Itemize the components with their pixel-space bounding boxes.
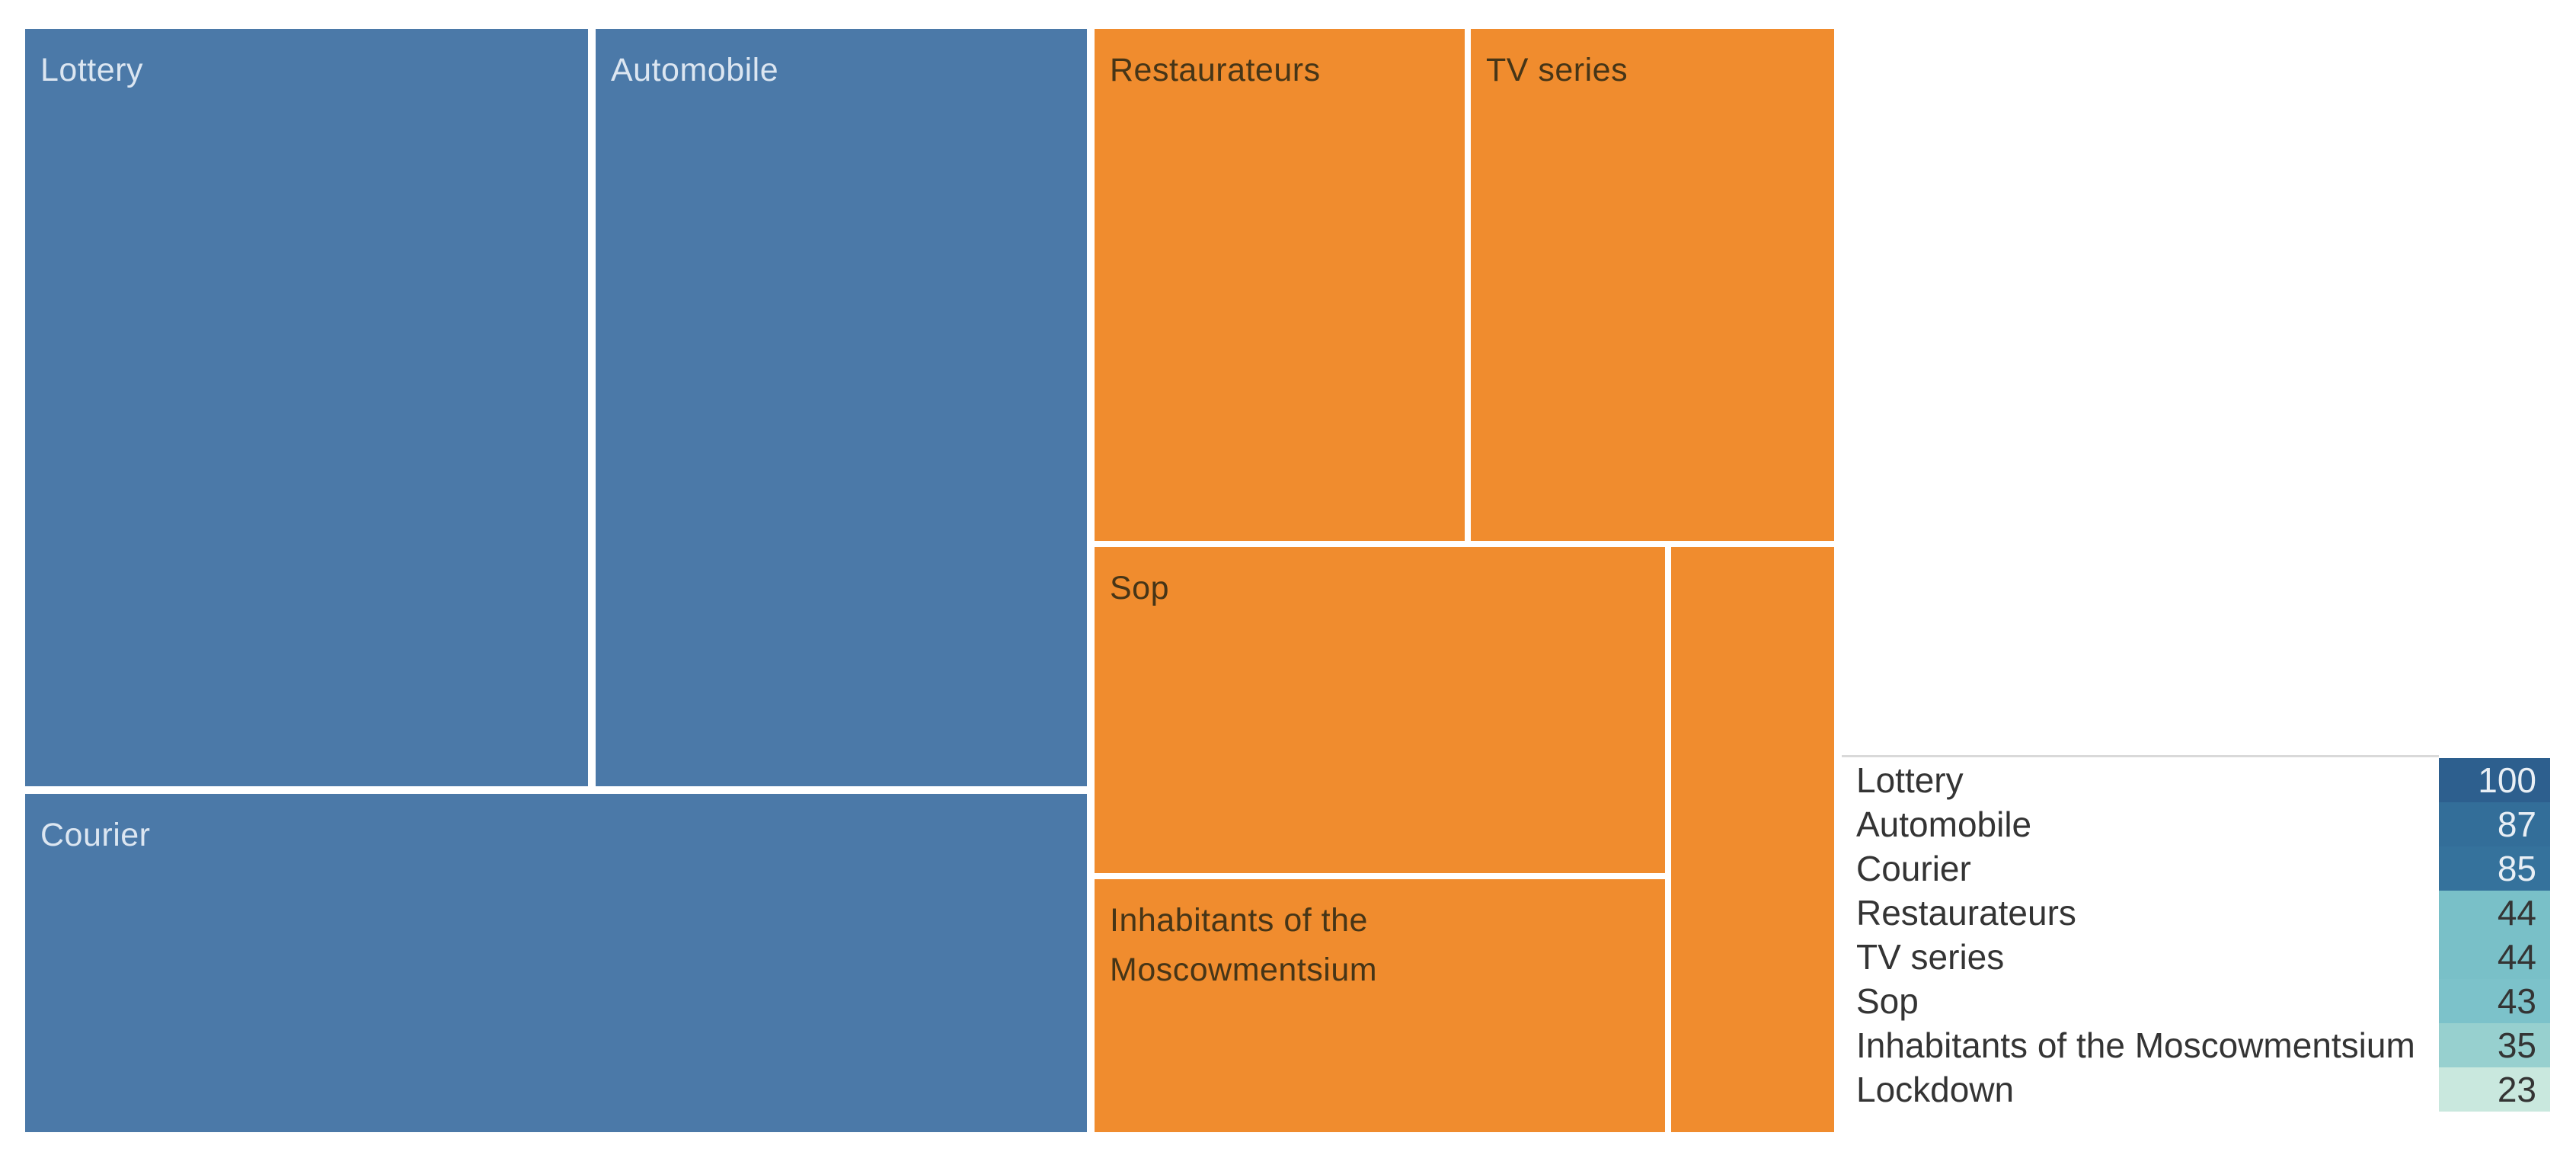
tile-label: Automobile	[611, 52, 779, 88]
legend-color-cell: 44	[2439, 935, 2550, 979]
legend-color-cell: 87	[2439, 802, 2550, 846]
legend-value: 43	[2497, 981, 2536, 1021]
legend-label: Lottery	[1856, 760, 1964, 800]
legend-label: Sop	[1856, 981, 1919, 1021]
legend-row[interactable]: Courier 85	[1842, 846, 2550, 891]
legend-color-cell: 23	[2439, 1067, 2550, 1112]
tile-label: Inhabitants of the Moscowmentsium	[1110, 902, 1378, 988]
treemap-tile-unlabeled[interactable]	[1671, 547, 1834, 1132]
legend-color-cell: 85	[2439, 846, 2550, 891]
legend-label: Inhabitants of the Moscowmentsium	[1856, 1025, 2415, 1065]
tile-label: Courier	[40, 817, 151, 853]
legend-row[interactable]: Lockdown 23	[1842, 1067, 2550, 1112]
treemap-tile-inhabitants[interactable]: Inhabitants of the Moscowmentsium	[1095, 879, 1665, 1132]
legend-row[interactable]: Sop 43	[1842, 979, 2550, 1023]
legend-value: 87	[2497, 805, 2536, 844]
legend-value: 100	[2478, 760, 2536, 800]
legend-label: Restaurateurs	[1856, 893, 2076, 933]
treemap-tile-restaurateurs[interactable]: Restaurateurs	[1095, 29, 1465, 541]
legend-row[interactable]: Inhabitants of the Moscowmentsium 35	[1842, 1023, 2550, 1067]
tile-label: TV series	[1486, 52, 1628, 88]
tile-label: Restaurateurs	[1110, 52, 1321, 88]
legend-label: TV series	[1856, 937, 2005, 977]
legend-value: 35	[2497, 1025, 2536, 1065]
legend-value: 44	[2497, 937, 2536, 977]
tile-label: Lottery	[40, 52, 143, 88]
legend-label: Lockdown	[1856, 1070, 2015, 1109]
tile-label: Sop	[1110, 570, 1170, 606]
treemap-tile-sop[interactable]: Sop	[1095, 547, 1665, 873]
legend-color-cell: 44	[2439, 891, 2550, 935]
legend-label: Courier	[1856, 849, 1971, 888]
legend-row[interactable]: Lottery 100	[1842, 758, 2550, 802]
legend-color-cell: 35	[2439, 1023, 2550, 1067]
legend-color-cell: 43	[2439, 979, 2550, 1023]
legend-value: 23	[2497, 1070, 2536, 1109]
legend-row[interactable]: TV series 44	[1842, 935, 2550, 979]
legend-value: 44	[2497, 893, 2536, 933]
legend-label: Automobile	[1856, 805, 2032, 844]
treemap-tile-courier[interactable]: Courier	[25, 794, 1087, 1132]
treemap-tile-automobile[interactable]: Automobile	[596, 29, 1087, 786]
legend-row[interactable]: Restaurateurs 44	[1842, 891, 2550, 935]
legend-color-cell: 100	[2439, 758, 2550, 802]
legend-top-border	[1842, 755, 2439, 757]
treemap-tile-tv[interactable]: TV series	[1471, 29, 1834, 541]
legend-value: 85	[2497, 849, 2536, 888]
treemap-tile-lottery[interactable]: Lottery	[25, 29, 588, 786]
legend-row[interactable]: Automobile 87	[1842, 802, 2550, 846]
